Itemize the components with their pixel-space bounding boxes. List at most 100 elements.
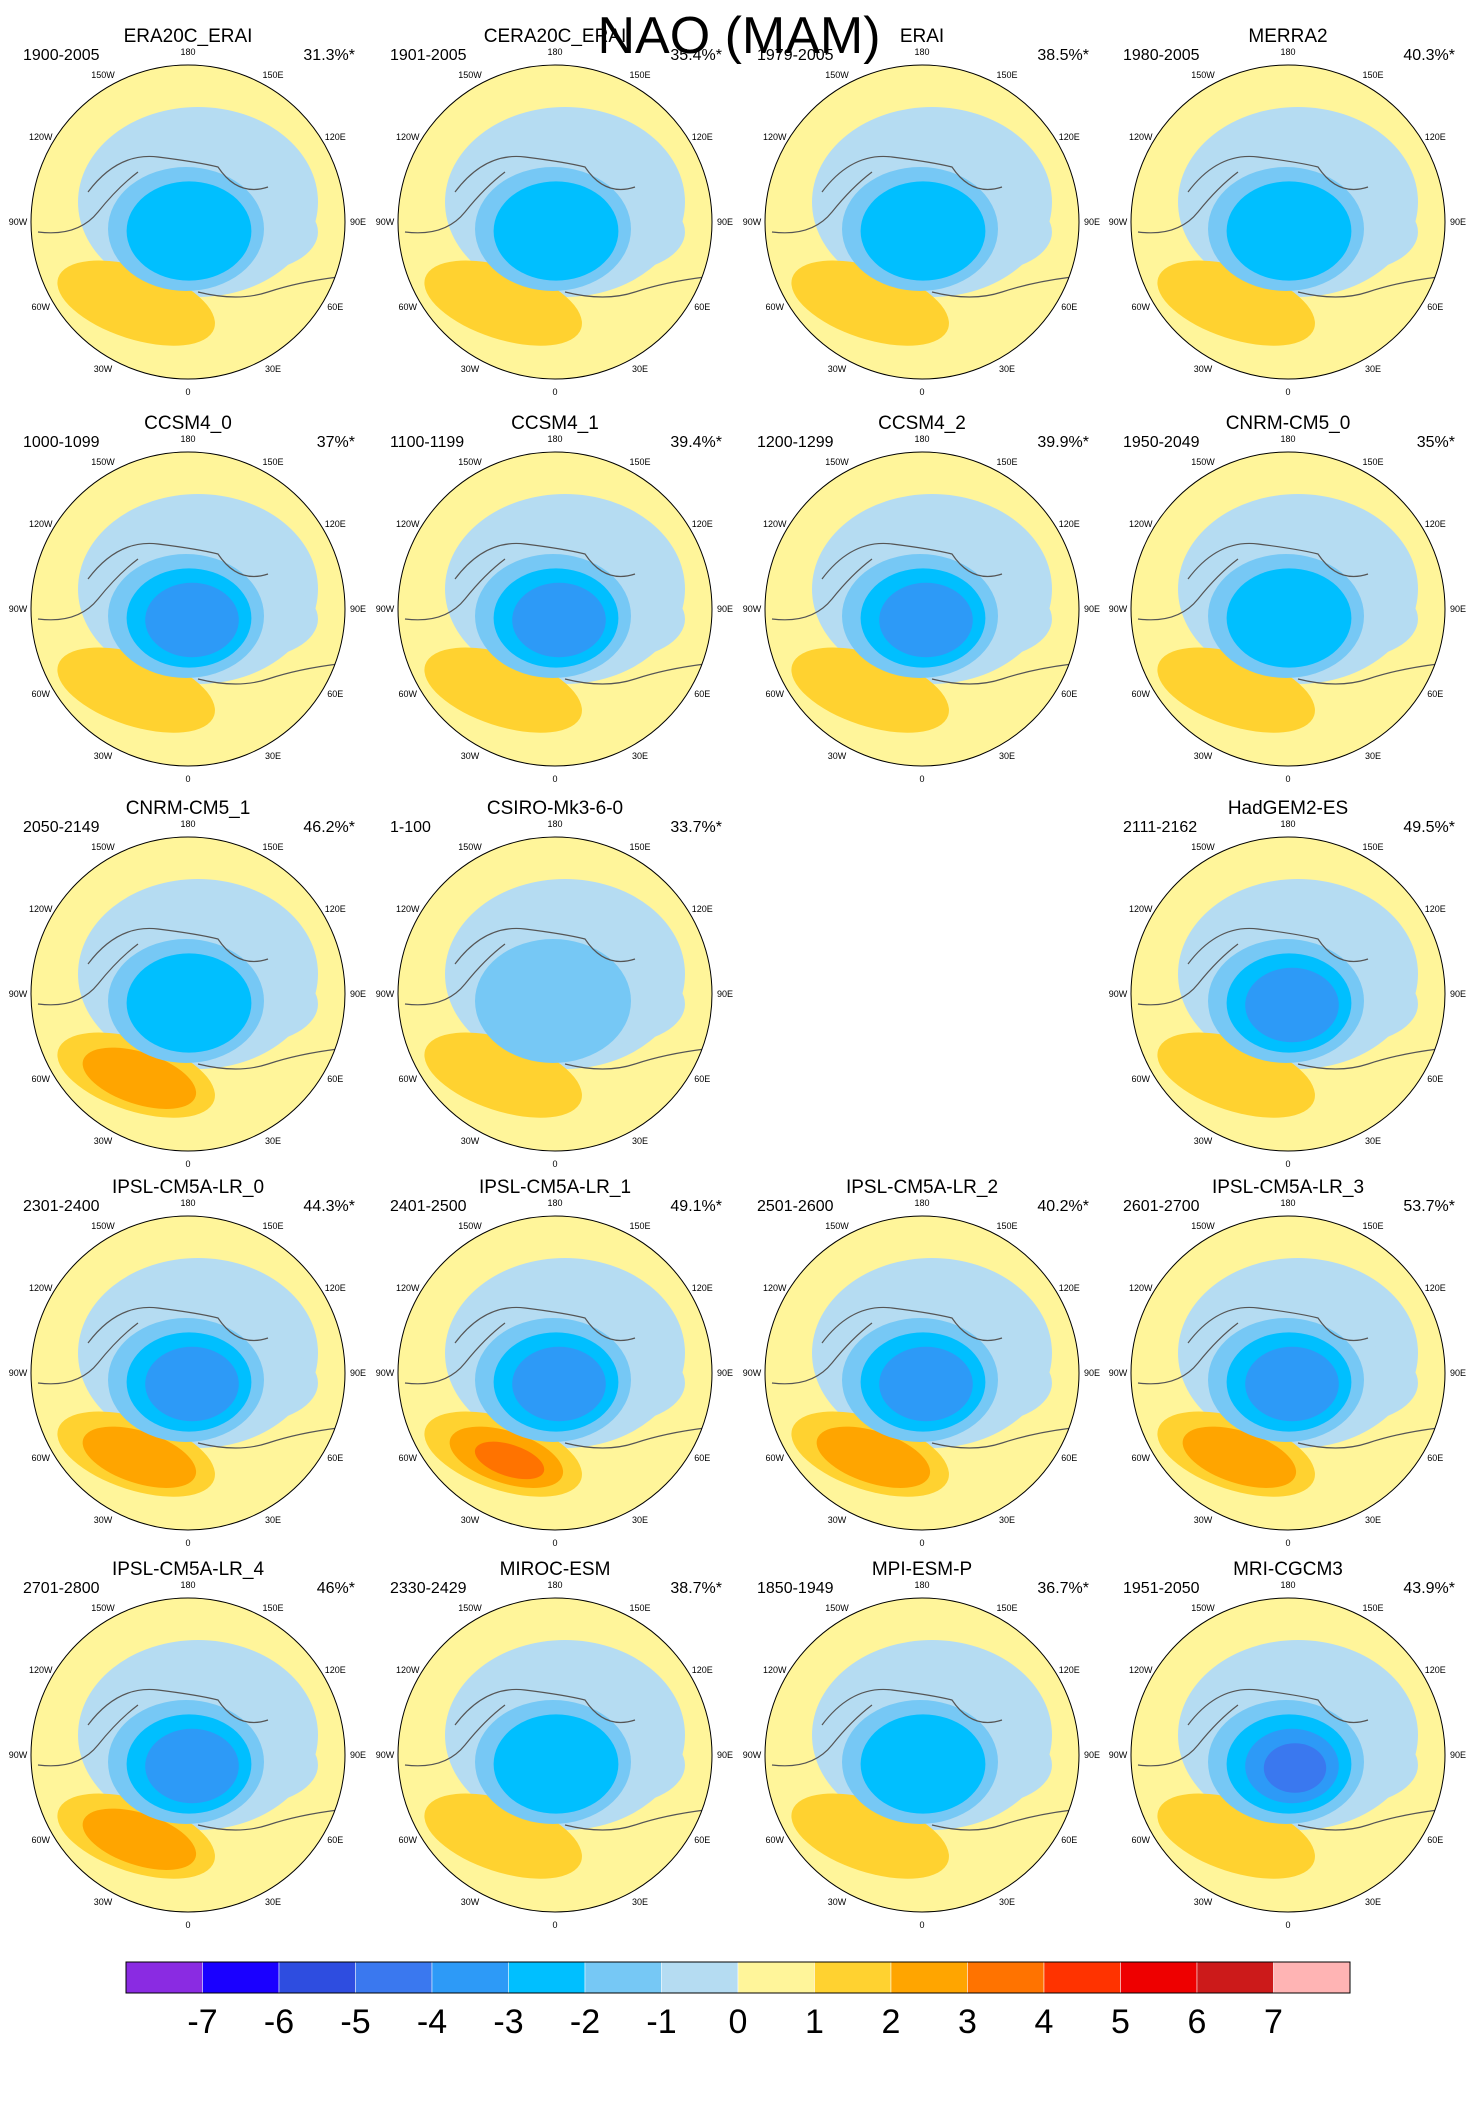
map-panel: CSIRO-Mk3-6-0 1-100 33.7%* 180 150W 150E 120W 1… [376, 798, 733, 1169]
panel-period: 1951-2050 [1123, 1580, 1200, 1597]
lon-label: 90E [1084, 1368, 1100, 1378]
lon-label: 30E [632, 1515, 648, 1525]
lon-label: 30W [828, 751, 847, 761]
lon-label: 30E [632, 364, 648, 374]
lon-label: 60E [1061, 302, 1077, 312]
panel-variance: 46.2%* [303, 819, 355, 836]
lon-label: 150W [825, 70, 849, 80]
coastline [404, 558, 506, 621]
lon-label: 180 [547, 47, 562, 57]
coastline [404, 171, 506, 234]
panel-variance: 49.1%* [670, 1198, 722, 1215]
lon-label: 90W [376, 604, 395, 614]
lon-label: 30W [94, 1136, 113, 1146]
panel-period: 1100-1199 [390, 434, 464, 451]
contour-field [31, 452, 345, 766]
lon-label: 30W [828, 1897, 847, 1907]
colorbar-tick-label: -2 [570, 2003, 600, 2041]
colorbar-swatch [737, 1961, 815, 1994]
contour-field [1131, 837, 1445, 1151]
lon-label: 60W [32, 1835, 51, 1845]
colorbar-tick-label: 3 [958, 2003, 977, 2041]
lon-label: 120W [1129, 904, 1153, 914]
panel-title: CNRM-CM5_1 [126, 798, 251, 819]
map-panel: CNRM-CM5_1 2050-2149 46.2%* 180 150W 150E 120W… [9, 798, 366, 1169]
colorbar-tick-label: -7 [187, 2003, 217, 2041]
lon-label: 0 [552, 1159, 557, 1169]
lon-label: 30E [265, 751, 281, 761]
coastline [87, 927, 269, 965]
panel-variance: 37%* [317, 434, 355, 451]
panel-period: 1901-2005 [390, 47, 467, 64]
panel-period: 1-100 [390, 819, 431, 836]
lon-label: 120W [763, 1665, 787, 1675]
colorbar-swatch [355, 1961, 433, 1994]
positive-contour [474, 1441, 545, 1480]
map-border [397, 836, 713, 1152]
map-panel: CNRM-CM5_0 1950-2049 35%* 180 150W 150E 120W 12… [1109, 413, 1466, 784]
lon-label: 30W [828, 1515, 847, 1525]
coastline [454, 927, 636, 965]
colorbar-tick-label: 4 [1035, 2003, 1054, 2041]
lon-label: 120E [692, 132, 713, 142]
coastline [1137, 171, 1239, 234]
panel-variance: 46%* [317, 1580, 355, 1597]
negative-contour [1263, 1743, 1327, 1793]
lon-label: 60W [1132, 1835, 1151, 1845]
lon-label: 180 [1280, 819, 1295, 829]
lon-label: 30E [632, 751, 648, 761]
lon-label: 90W [1109, 1750, 1128, 1760]
coastline [821, 1306, 1003, 1344]
coastline [771, 1704, 873, 1767]
map-panel: IPSL-CM5A-LR_0 2301-2400 44.3%* 180 150W 150E… [9, 1177, 366, 1548]
map-border [1130, 451, 1446, 767]
lon-label: 120E [325, 519, 346, 529]
lon-label: 150E [629, 70, 650, 80]
negative-contour [145, 1346, 239, 1422]
coastline [564, 1427, 706, 1449]
lon-label: 60E [694, 1835, 710, 1845]
lon-label: 180 [547, 1580, 562, 1590]
lon-label: 150W [458, 842, 482, 852]
lon-label: 90W [9, 217, 28, 227]
panel-title: MRI-CGCM3 [1233, 1559, 1343, 1580]
coastline [87, 1306, 269, 1344]
lon-label: 120E [1059, 132, 1080, 142]
lon-label: 150E [262, 1603, 283, 1613]
panel-title: IPSL-CM5A-LR_3 [1212, 1177, 1364, 1198]
panel-title: CCSM4_0 [144, 413, 232, 434]
lon-label: 30W [94, 1515, 113, 1525]
lon-label: 180 [547, 1198, 562, 1208]
lon-label: 0 [552, 387, 557, 397]
colorbar-swatch [1196, 1961, 1274, 1994]
map-border [397, 64, 713, 380]
colorbar-swatch [1120, 1961, 1198, 1994]
lon-label: 60W [32, 689, 51, 699]
lon-label: 120W [1129, 132, 1153, 142]
lon-label: 60E [1427, 302, 1443, 312]
lon-label: 180 [914, 47, 929, 57]
panel-title: IPSL-CM5A-LR_0 [112, 1177, 264, 1198]
negative-contour [860, 181, 986, 281]
colorbar-swatch [584, 1961, 662, 1994]
lon-label: 120E [325, 1283, 346, 1293]
map-border [1130, 836, 1446, 1152]
panel-variance: 38.5%* [1037, 47, 1089, 64]
lon-label: 60W [766, 1453, 785, 1463]
lon-label: 150W [91, 842, 115, 852]
lon-label: 180 [547, 434, 562, 444]
negative-contour [493, 1714, 619, 1814]
lon-label: 0 [185, 1538, 190, 1548]
lon-label: 0 [1285, 387, 1290, 397]
panel-variance: 40.2%* [1037, 1198, 1089, 1215]
lon-label: 30E [265, 1136, 281, 1146]
lon-label: 30E [265, 1897, 281, 1907]
lon-label: 120E [692, 1665, 713, 1675]
lon-label: 60E [327, 1453, 343, 1463]
lon-label: 30W [1194, 364, 1213, 374]
lon-label: 60E [327, 302, 343, 312]
lon-label: 180 [1280, 1198, 1295, 1208]
lon-label: 150E [262, 1221, 283, 1231]
lon-label: 120E [325, 1665, 346, 1675]
